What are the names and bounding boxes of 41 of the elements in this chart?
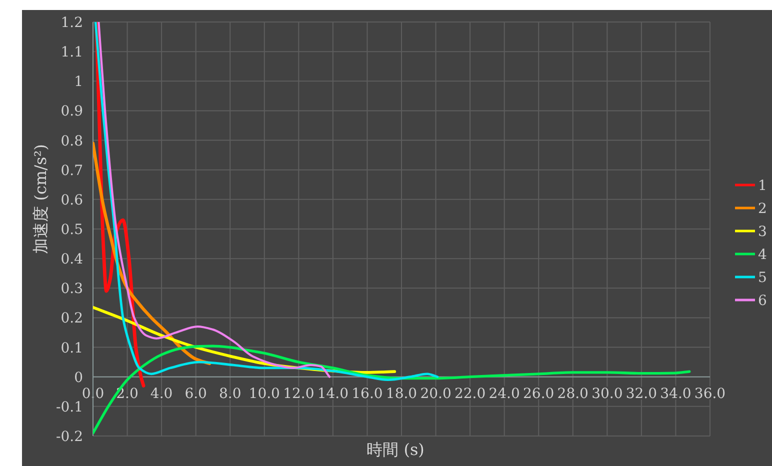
y-tick-label: 0.2 <box>60 310 83 327</box>
x-tick-label: 32.0 <box>626 386 658 402</box>
x-tick-label: 14.0 <box>317 386 349 402</box>
legend-label: 6 <box>758 293 767 309</box>
x-tick-label: 30.0 <box>592 386 623 402</box>
y-tick-label: 0.9 <box>60 104 83 120</box>
y-tick-label: 1.1 <box>60 44 83 61</box>
y-tick-label: 0 <box>74 370 83 386</box>
x-tick-label: 16.0 <box>352 386 383 402</box>
y-tick-label: 0.8 <box>60 133 83 150</box>
y-tick-label: 0.5 <box>60 222 83 238</box>
y-tick-label: -0.2 <box>56 429 83 445</box>
x-tick-label: 6.0 <box>184 386 207 402</box>
x-tick-label: 22.0 <box>454 386 486 402</box>
x-tick-label: 18.0 <box>386 386 418 402</box>
y-tick-label: 0.7 <box>60 162 83 179</box>
y-tick-label: -0.1 <box>56 399 83 416</box>
x-tick-label: 10.0 <box>248 386 280 402</box>
y-tick-label: 1.2 <box>60 15 83 31</box>
legend-label: 2 <box>758 201 767 217</box>
legend-label: 3 <box>758 224 767 240</box>
x-axis-title: 時間 (s) <box>366 440 424 459</box>
legend-label: 5 <box>758 270 767 286</box>
x-tick-label: 34.0 <box>660 386 692 402</box>
y-axis-title: 加速度 (cm/s²) <box>31 144 50 254</box>
x-tick-label: 4.0 <box>150 386 173 402</box>
x-tick-label: 36.0 <box>694 386 726 402</box>
x-tick-label: 20.0 <box>420 386 452 402</box>
y-tick-label: 0.4 <box>60 252 84 268</box>
legend-label: 1 <box>758 178 767 194</box>
y-tick-label: 1 <box>74 74 83 90</box>
legend-label: 4 <box>758 247 767 263</box>
y-tick-label: 0.6 <box>60 192 84 208</box>
x-tick-label: 8.0 <box>218 386 242 402</box>
y-tick-label: 0.1 <box>60 340 83 356</box>
x-tick-label: 2.0 <box>116 386 138 402</box>
x-tick-label: 26.0 <box>523 386 554 402</box>
y-tick-label: 0.3 <box>60 281 83 298</box>
x-tick-label: 28.0 <box>557 386 588 402</box>
x-tick-label: 24.0 <box>488 386 520 402</box>
x-tick-label: 12.0 <box>283 386 314 402</box>
